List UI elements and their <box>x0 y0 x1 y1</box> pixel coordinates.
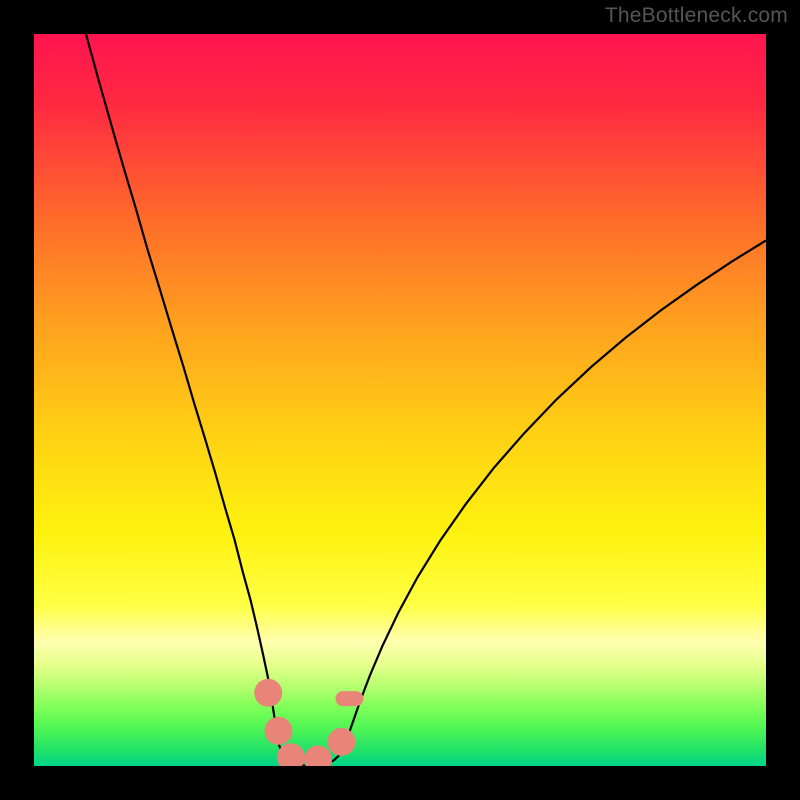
gradient-background <box>34 34 766 766</box>
curve-marker <box>327 728 355 756</box>
plot-svg <box>34 34 766 766</box>
curve-marker <box>335 691 363 706</box>
chart-container: TheBottleneck.com <box>0 0 800 800</box>
curve-marker <box>264 717 292 745</box>
curve-marker <box>254 679 282 707</box>
plot-area <box>34 34 766 766</box>
watermark-text: TheBottleneck.com <box>605 4 788 28</box>
